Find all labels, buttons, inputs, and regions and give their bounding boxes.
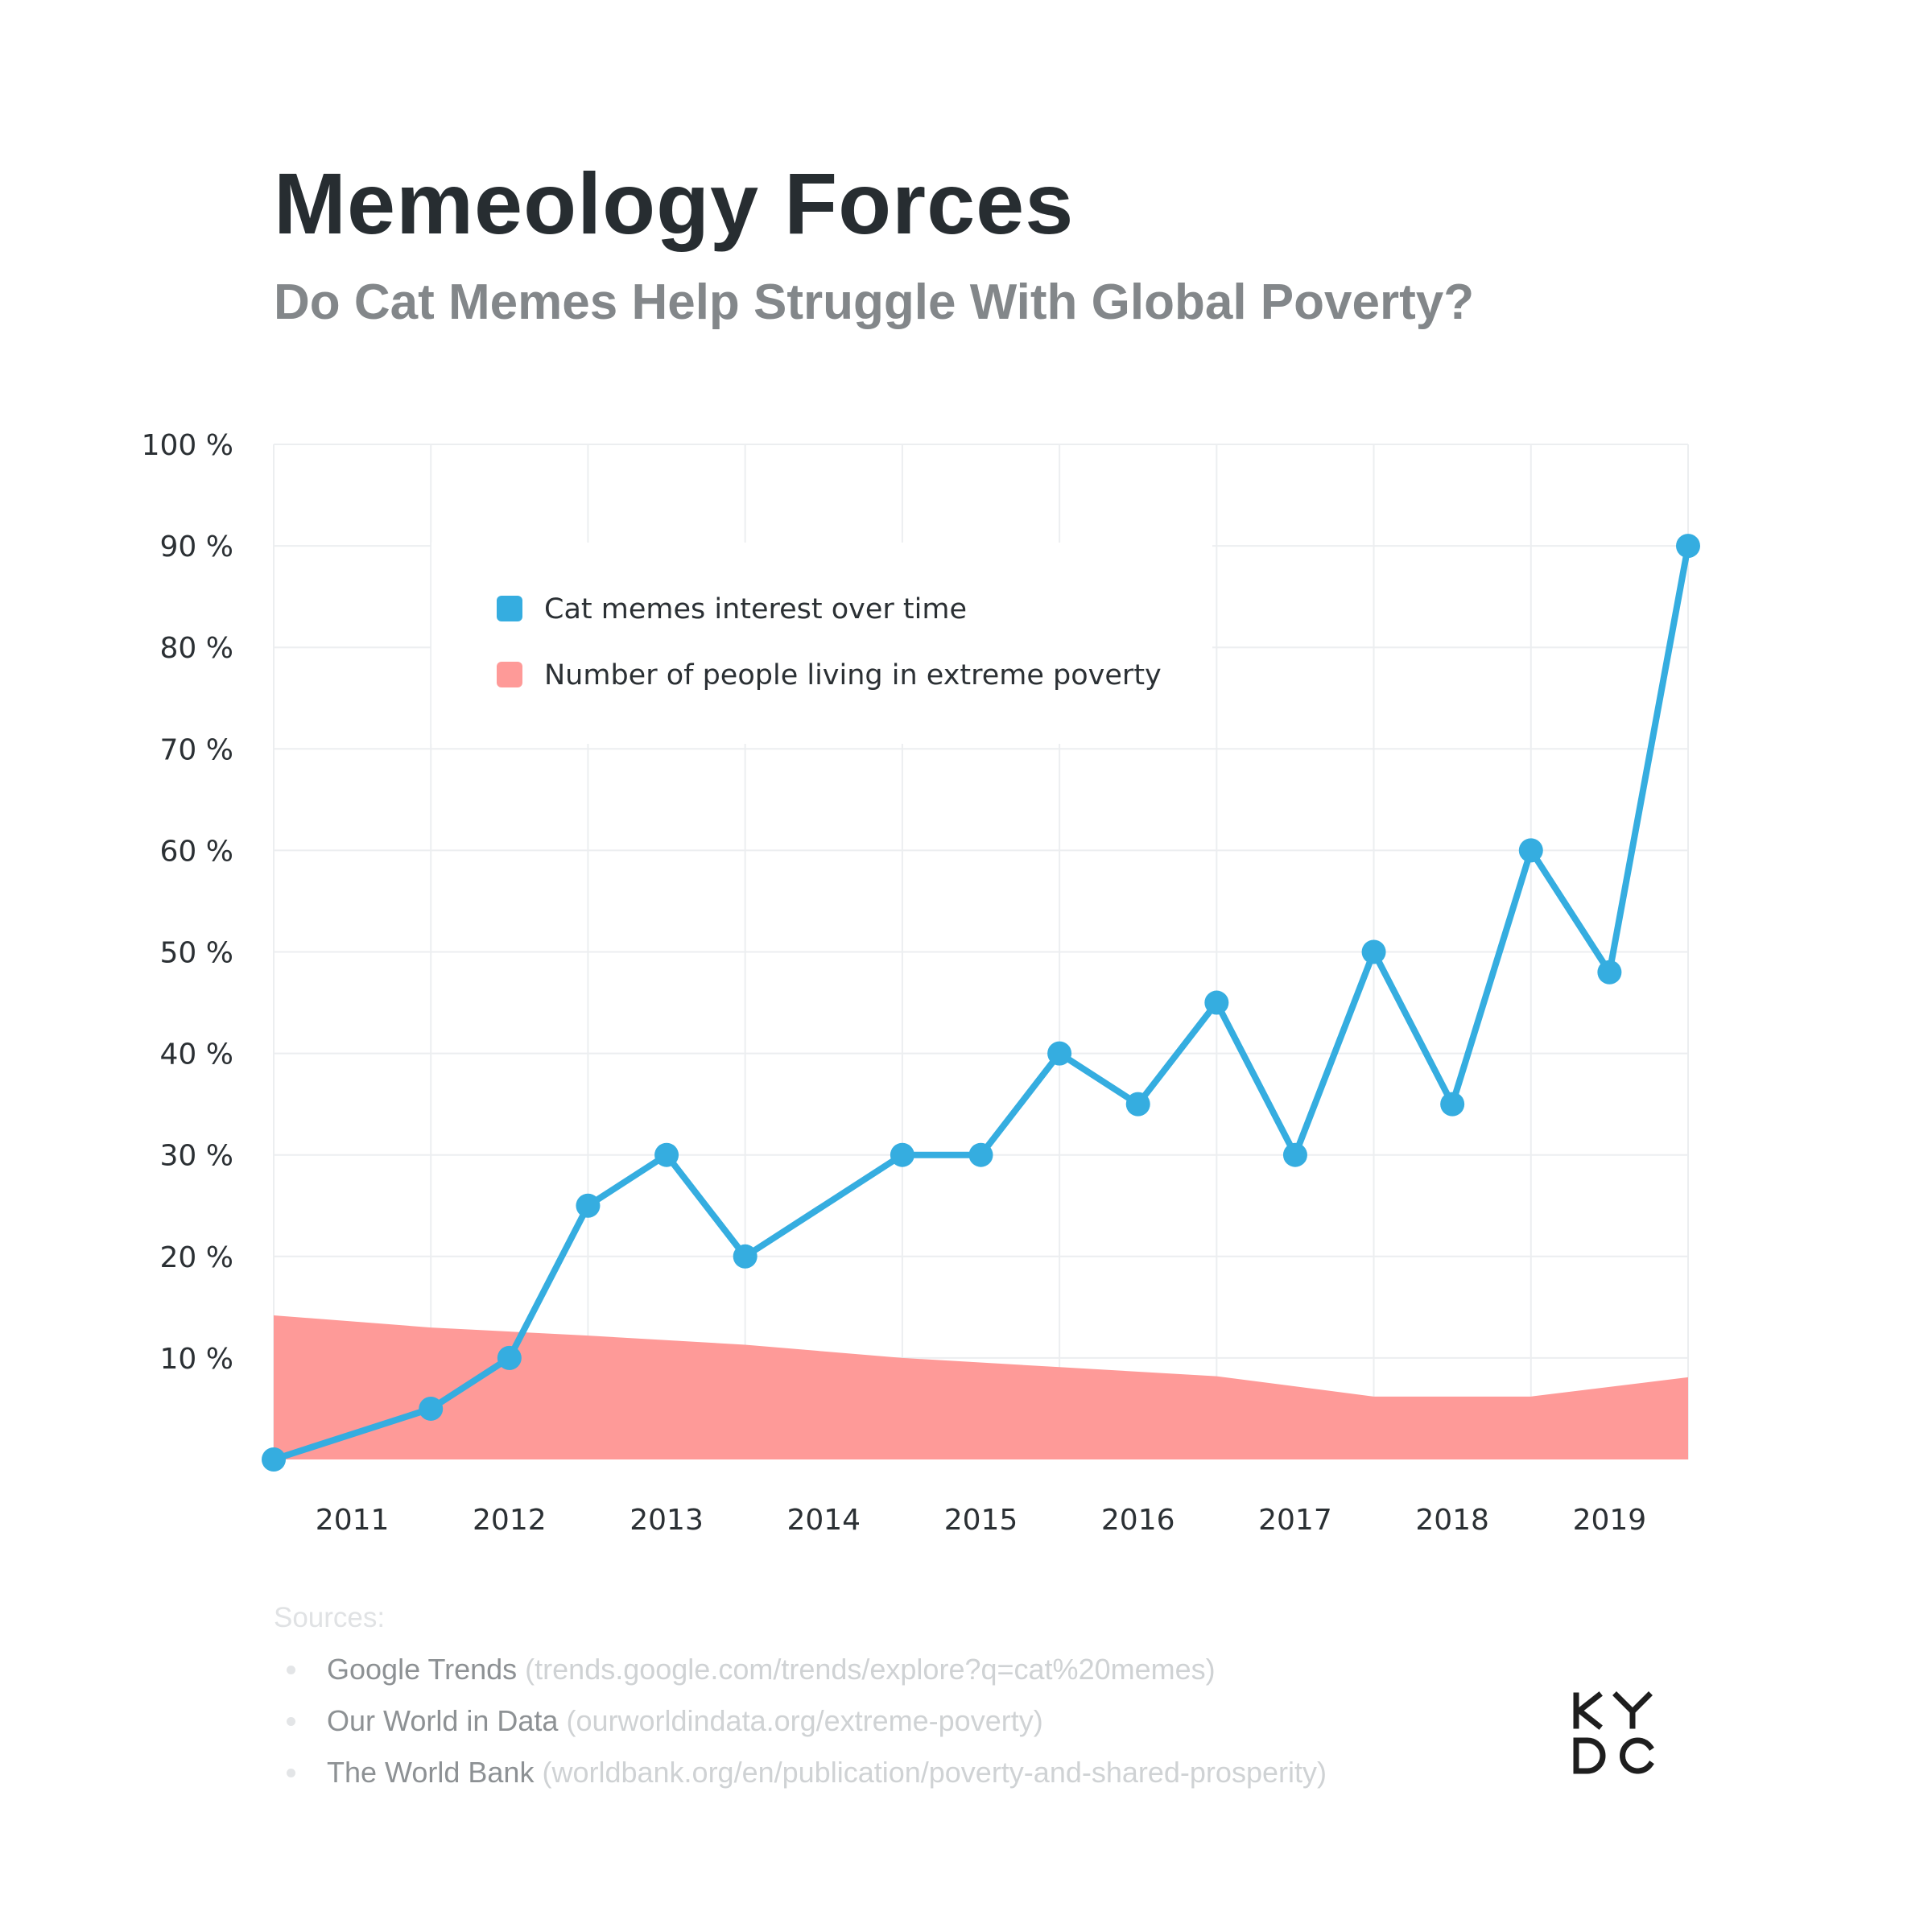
chart-subtitle: Do Cat Memes Help Struggle With Global P…	[274, 275, 1475, 330]
x-tick-label: 2018	[1415, 1504, 1489, 1537]
cat-memes-point	[890, 1142, 914, 1167]
kydc-logo-icon	[1573, 1691, 1654, 1774]
source-item: The World Bank (worldbank.org/en/publica…	[274, 1755, 1481, 1806]
y-tick-label: 10 %	[160, 1343, 233, 1376]
y-tick-label: 40 %	[160, 1038, 233, 1071]
cat-memes-line-layer	[262, 534, 1700, 1472]
cat-memes-point	[1440, 1092, 1465, 1117]
cat-memes-point	[1518, 838, 1543, 863]
x-tick-label: 2016	[1101, 1504, 1175, 1537]
poverty-area-layer	[274, 1315, 1688, 1459]
y-tick-label: 70 %	[160, 733, 233, 766]
sources: Sources: Google Trends (trends.google.co…	[274, 1602, 1481, 1806]
y-tick-label: 30 %	[160, 1140, 233, 1173]
sources-heading: Sources:	[274, 1602, 386, 1633]
source-url[interactable]: (worldbank.org/en/publication/poverty-an…	[542, 1756, 1327, 1789]
cat-memes-point	[262, 1447, 286, 1472]
cat-memes-point	[654, 1142, 679, 1167]
y-tick-label: 60 %	[160, 835, 233, 868]
legend-swatch-poverty	[497, 662, 522, 687]
cat-memes-point	[1125, 1092, 1150, 1117]
x-tick-label: 2014	[786, 1504, 861, 1537]
cat-memes-point	[1676, 534, 1700, 559]
cat-memes-point	[968, 1142, 993, 1167]
source-url[interactable]: (trends.google.com/trends/explore?q=cat%…	[525, 1653, 1216, 1686]
cat-memes-point	[1204, 990, 1229, 1015]
cat-memes-point	[733, 1244, 758, 1269]
y-tick-label: 80 %	[160, 632, 233, 665]
cat-memes-point	[1282, 1142, 1307, 1167]
cat-memes-point	[1047, 1041, 1072, 1066]
bullet-icon	[287, 1769, 295, 1777]
y-tick-label: 90 %	[160, 530, 233, 564]
bullet-icon	[287, 1717, 295, 1726]
source-url[interactable]: (ourworldindata.org/extreme-poverty)	[566, 1704, 1043, 1737]
legend-background	[431, 543, 1212, 744]
legend: Cat memes interest over time Number of p…	[431, 543, 1212, 744]
legend-label-poverty: Number of people living in extreme pover…	[544, 659, 1162, 691]
cat-memes-point	[497, 1345, 522, 1370]
x-tick-label: 2012	[473, 1504, 547, 1537]
source-name: The World Bank	[327, 1756, 535, 1789]
source-name: Our World in Data	[327, 1704, 559, 1737]
source-name: Google Trends	[327, 1653, 518, 1686]
x-tick-label: 2019	[1573, 1504, 1647, 1537]
y-tick-label: 20 %	[160, 1241, 233, 1274]
legend-swatch-cat-memes	[497, 596, 522, 621]
poverty-area	[274, 1315, 1688, 1459]
y-tick-label: 50 %	[160, 937, 233, 970]
cat-memes-point	[1361, 939, 1386, 964]
x-tick-label: 2015	[944, 1504, 1018, 1537]
x-tick-label: 2013	[630, 1504, 704, 1537]
cat-memes-point	[576, 1193, 601, 1218]
legend-label-cat-memes: Cat memes interest over time	[544, 593, 967, 625]
cat-memes-point	[1597, 960, 1622, 985]
x-tick-label: 2017	[1258, 1504, 1332, 1537]
axis-labels: 10 % 20 % 30 % 40 % 50 % 60 % 70 % 80 % 90 % 100 …	[142, 429, 1647, 1537]
x-tick-label: 2011	[316, 1504, 390, 1537]
chart-title: Memeology Forces	[274, 155, 1075, 252]
source-item: Our World in Data (ourworldindata.org/ex…	[274, 1703, 1481, 1755]
cat-memes-point	[419, 1396, 444, 1421]
y-tick-label: 100 %	[142, 429, 233, 462]
bullet-icon	[287, 1666, 295, 1674]
source-item: Google Trends (trends.google.com/trends/…	[274, 1652, 1481, 1703]
